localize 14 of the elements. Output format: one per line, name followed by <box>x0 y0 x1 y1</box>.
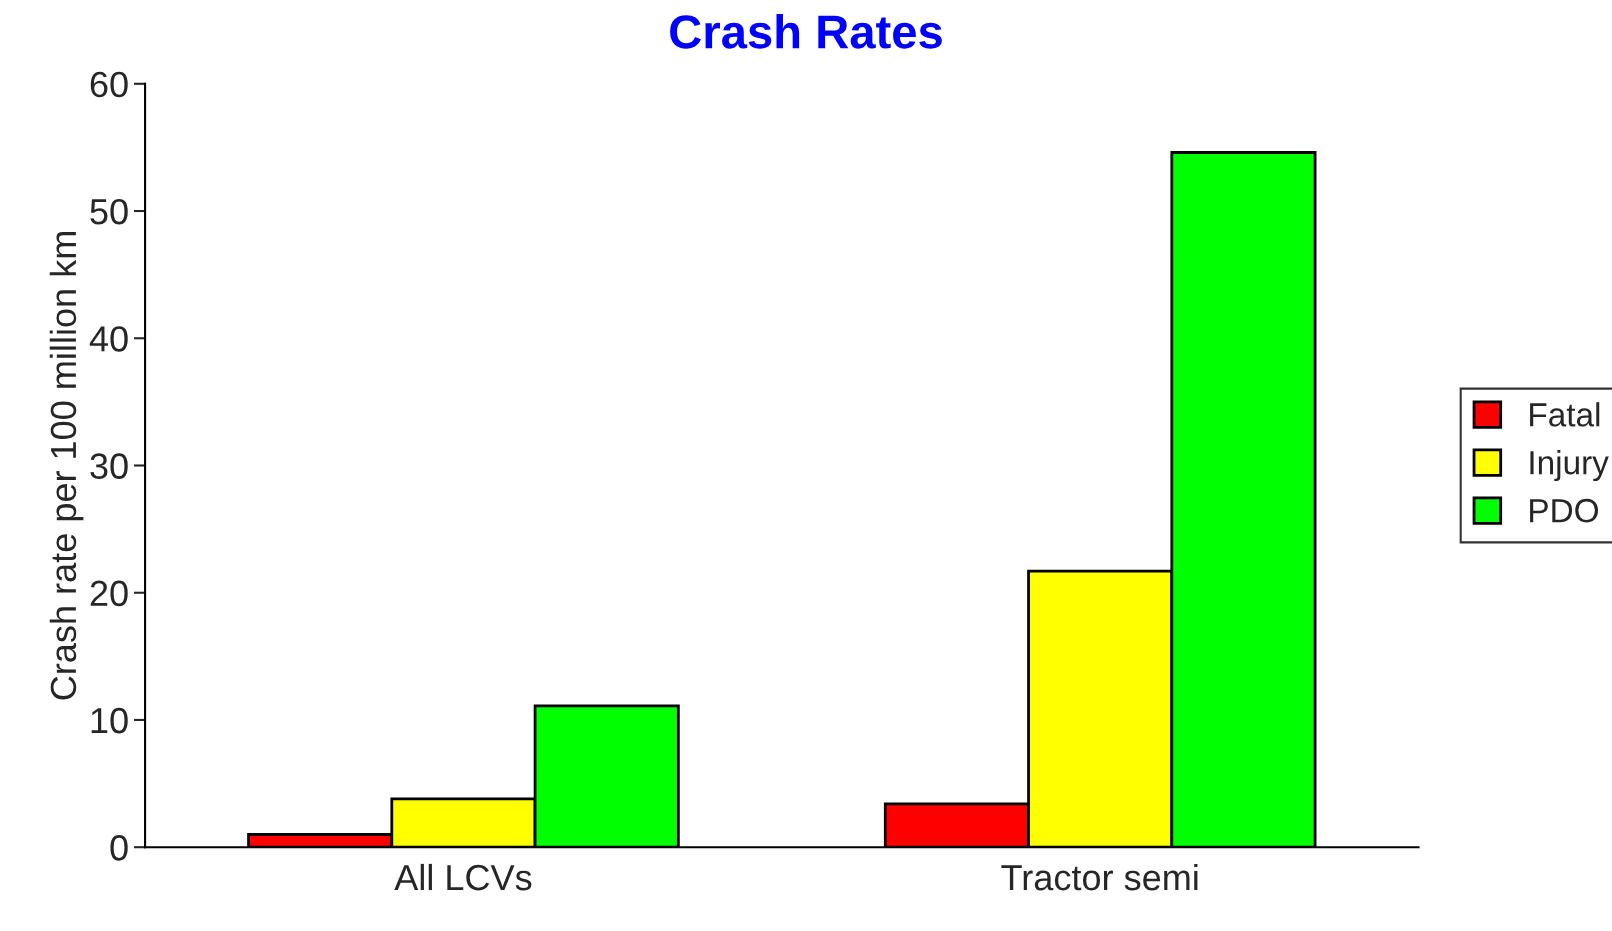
legend-label: Injury <box>1530 450 1609 482</box>
y-axis-title: Crash rate per 100 million km <box>49 232 84 700</box>
y-tick-label: 20 <box>90 580 128 607</box>
legend-label: PDO <box>1530 498 1598 523</box>
y-tick-label: 10 <box>91 707 128 734</box>
y-tick-label: 30 <box>90 453 128 479</box>
x-tick-label: All LCVs <box>394 863 532 891</box>
chart-title: Crash Rates <box>670 13 942 49</box>
y-tick-label: 50 <box>90 198 128 225</box>
x-tick-label: Tractor semi <box>1001 863 1198 891</box>
y-tick-label: 60 <box>90 71 128 98</box>
y-tick-label: 40 <box>89 326 128 352</box>
legend-label: Fatal <box>1530 402 1600 427</box>
y-tick-label: 0 <box>110 835 128 861</box>
